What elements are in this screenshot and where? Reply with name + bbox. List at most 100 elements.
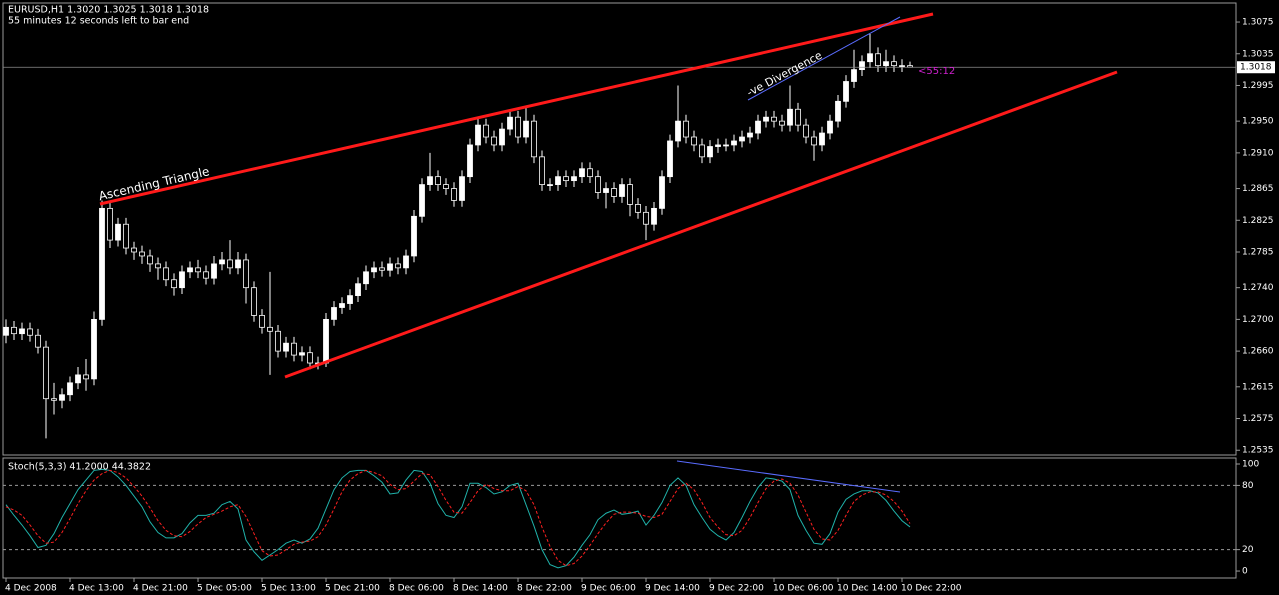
x-tick-label: 9 Dec 22:00 [709,584,764,594]
candle-body [251,287,257,316]
candle-body [187,267,193,273]
chart-title: EURUSD,H1 1.3020 1.3025 1.3018 1.3018 [8,5,209,16]
candle-body [347,295,353,304]
candle-body [803,124,809,138]
candle-body [675,120,681,142]
bid-box [1237,61,1275,74]
candle-body [723,144,729,147]
y-tick-label: 20 [1242,545,1254,555]
candle-body [715,144,721,147]
candle-body [107,207,113,241]
marks: 1.3075 1.3035 1.2995 1.2950 1.2910 1.2865 1.28… [3,18,1275,594]
candle-body [483,124,489,138]
candle-body [411,215,417,257]
candle-body [771,116,777,122]
candle-body [283,342,289,352]
candle-body [651,207,657,225]
timer-label: <55:12 [918,66,955,77]
candle-body [43,346,49,400]
candle-body [235,259,241,269]
candle-body [427,176,433,185]
candle-body [851,69,857,82]
candle-body [667,140,673,178]
candle-body [195,267,201,273]
candle-body [619,184,625,197]
x-tick-label: 4 Dec 13:00 [69,584,124,594]
y-tick-label: 1.2995 [1242,81,1274,91]
y-tick-label: 1.2615 [1242,382,1274,392]
candle-body [99,207,105,320]
candle-body [627,184,633,205]
candle-body [531,120,537,158]
stoch-panel [2,457,1237,579]
candle-body [171,279,177,289]
candle-body [139,251,145,257]
candle-body [539,156,545,185]
candle-body [67,382,73,396]
candle-body [163,267,169,281]
x-tick-label: 10 Dec 22:00 [901,584,962,594]
x-tick-label: 5 Dec 05:00 [197,584,252,594]
candle-body [443,184,449,189]
candle-body [403,255,409,269]
candle-body [563,176,569,182]
candle-body [435,176,441,185]
candle-body [27,328,33,336]
candle-body [811,136,817,146]
candle-body [739,136,745,142]
x-tick-label: 10 Dec 14:00 [837,584,898,594]
candle-body [3,326,9,336]
candle-body [891,61,897,67]
candle-body [83,374,89,380]
candle-body [307,352,313,364]
bid-label: 1.3018 [1240,63,1272,73]
candle-body [243,259,249,289]
candle-body [659,176,665,209]
y-tick-label: 1.2825 [1242,216,1274,226]
candle-body [219,259,225,265]
candle-body [867,53,873,63]
candle-body [211,263,217,279]
candle-body [859,61,865,71]
divergence-line [676,460,901,493]
candle-body [275,330,281,352]
candle-body [299,352,305,356]
candle-body [363,271,369,285]
candle-body [699,144,705,158]
candle-body [459,176,465,201]
trend-line [284,70,1118,379]
candle-body [203,271,209,279]
trend-line [99,12,934,206]
candle-body [59,394,65,401]
candle-body [51,398,57,401]
annotation: -ve Divergence [745,49,825,100]
candle-body [451,188,457,201]
candle-body [475,124,481,146]
candle-body [515,116,521,138]
candle-body [755,120,761,134]
candle-body [835,100,841,122]
candle-body [779,120,785,126]
candle-body [611,188,617,197]
candle-body [691,136,697,146]
candle-body [155,263,161,269]
candle-body [259,315,265,328]
candle-body [11,326,17,335]
candle-body [603,188,609,193]
candle-body [587,168,593,178]
candle-body [643,211,649,225]
y-tick-label: 80 [1242,481,1254,491]
candle-body [579,168,585,178]
x-tick-label: 4 Dec 21:00 [133,584,188,594]
x-tick-label: 5 Dec 21:00 [325,584,380,594]
y-tick-label: 1.2950 [1242,117,1274,127]
candle-body [291,342,297,356]
divergence-line [747,16,901,101]
candle-body [763,116,769,122]
x-tick-label: 8 Dec 14:00 [453,584,508,594]
candle-body [339,303,345,308]
x-tick-label: 8 Dec 06:00 [389,584,444,594]
candle-body [507,116,513,130]
candle-body [523,120,529,138]
